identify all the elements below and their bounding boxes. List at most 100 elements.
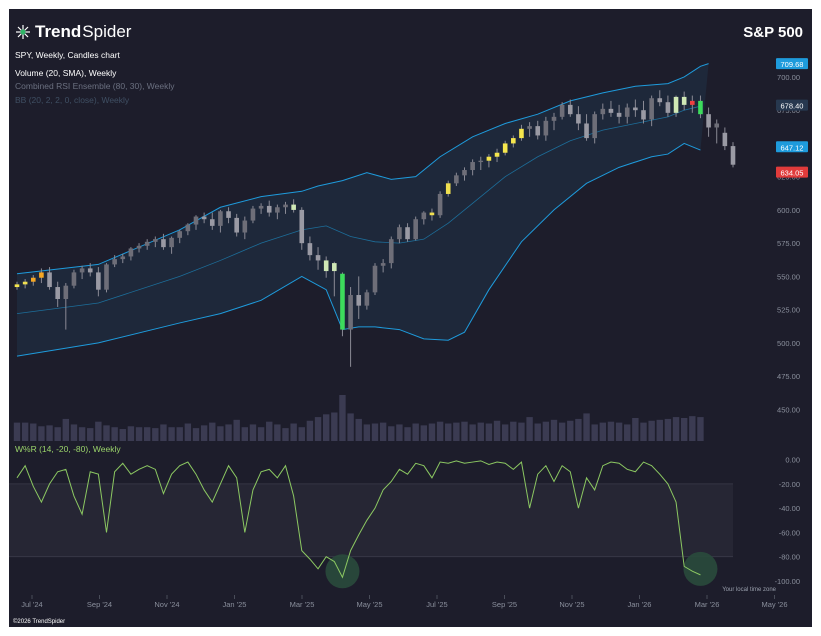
candle-body (87, 268, 93, 273)
volume-bar (469, 424, 476, 441)
price-tick-label: 475.00 (777, 372, 800, 381)
candle-body (144, 241, 150, 246)
price-tick-label: 675.00 (777, 106, 800, 115)
candle-body (641, 110, 646, 120)
candle-body (153, 239, 158, 242)
volume-bar (575, 418, 582, 441)
candle-body (323, 260, 329, 272)
volume-bar (225, 424, 232, 441)
volume-bar (331, 412, 338, 441)
candle-body (405, 227, 410, 240)
price-badge (776, 99, 808, 111)
price-badge-label: 647.12 (781, 143, 804, 152)
volume-bar (233, 419, 240, 441)
candle-body (380, 263, 386, 266)
volume-bar (143, 427, 151, 441)
candle-body (71, 272, 77, 286)
candle-body (14, 284, 20, 288)
candle-body (576, 114, 581, 124)
volume-bar (266, 421, 273, 441)
candle-body (169, 237, 174, 248)
candle-body (567, 104, 573, 115)
candle-body (39, 272, 44, 278)
candle-body (584, 123, 589, 139)
volume-bar (160, 424, 167, 441)
candle-body (234, 217, 239, 233)
volume-bar (518, 422, 525, 441)
candle-body (372, 265, 378, 293)
candle-body (201, 216, 207, 220)
volume-bar (436, 421, 444, 441)
price-badge (776, 166, 808, 178)
volume-bar (30, 423, 37, 441)
volume-bar (624, 424, 631, 441)
price-badge (776, 58, 808, 70)
volume-bar (461, 421, 468, 441)
legend-main[interactable]: SPY, Weekly, Candles chart (15, 50, 120, 60)
candle-body (429, 212, 435, 216)
volume-bar (615, 422, 623, 441)
volume-bar (168, 427, 175, 441)
x-tick-label: Jul '25 (426, 600, 447, 609)
candle-body (502, 143, 508, 153)
volume-bar (95, 421, 102, 441)
price-tick-label: 700.00 (777, 73, 800, 82)
volume-bar (78, 427, 86, 441)
volume-bar (542, 421, 550, 441)
volume-bar (591, 424, 598, 441)
volume-bar (672, 417, 680, 441)
volume-bar (420, 425, 428, 441)
wxr-zone (9, 483, 733, 557)
candle-body (421, 212, 427, 220)
x-tick-label: Sep '24 (87, 600, 112, 609)
candle-body (730, 146, 736, 165)
candle-body (315, 255, 321, 261)
local-time-zone-label[interactable]: Your local time zone (722, 587, 776, 593)
candle-body (120, 256, 126, 260)
candle-body (250, 208, 256, 221)
volume-bar (322, 414, 330, 441)
candle-body (79, 268, 85, 273)
x-tick-label: Jan '26 (628, 600, 652, 609)
price-badge (776, 141, 808, 153)
price-tick-label: 600.00 (777, 206, 800, 215)
candle-body (307, 243, 313, 256)
volume-bar (680, 418, 688, 441)
volume-bar (135, 427, 143, 441)
candle-body (673, 96, 679, 113)
volume-bar (241, 427, 249, 441)
x-tick-label: May '25 (356, 600, 382, 609)
volume-bar (306, 420, 314, 441)
spider-icon (16, 25, 30, 39)
volume-bar (485, 423, 493, 441)
volume-bar (274, 424, 281, 441)
legend-rsi-ensemble[interactable]: Combined RSI Ensemble (80, 30), Weekly (15, 81, 175, 91)
volume-bar (656, 419, 663, 441)
volume-bar (558, 422, 566, 441)
price-tick-label: 550.00 (777, 272, 800, 281)
volume-bar (62, 418, 70, 441)
volume-bar (371, 423, 379, 441)
candle-body (209, 219, 215, 226)
candle-body (592, 114, 597, 139)
candle-body (332, 263, 337, 272)
legend-volume[interactable]: Volume (20, SMA), Weekly (15, 68, 117, 78)
ticker-title: S&P 500 (743, 24, 803, 41)
candle-body (136, 245, 142, 249)
candle-body (698, 100, 703, 115)
x-tick-label: Sep '25 (492, 600, 517, 609)
candle-body (112, 259, 117, 265)
volume-bar (412, 423, 419, 441)
volume-bar (697, 417, 704, 441)
x-tick-label: Mar '26 (695, 600, 720, 609)
volume-bar (388, 426, 395, 441)
legend-wxr[interactable]: W%R (14, -20, -80), Weekly (15, 444, 121, 454)
candle-body (47, 272, 52, 288)
volume-bar (453, 422, 460, 441)
legend-bb[interactable]: BB (20, 2, 2, 0, close), Weekly (15, 95, 130, 105)
bollinger-lower-line (16, 142, 701, 357)
volume-bar (607, 421, 615, 441)
candle-body (714, 123, 720, 128)
candle-body (364, 292, 370, 306)
x-tick-label: Nov '24 (154, 600, 179, 609)
